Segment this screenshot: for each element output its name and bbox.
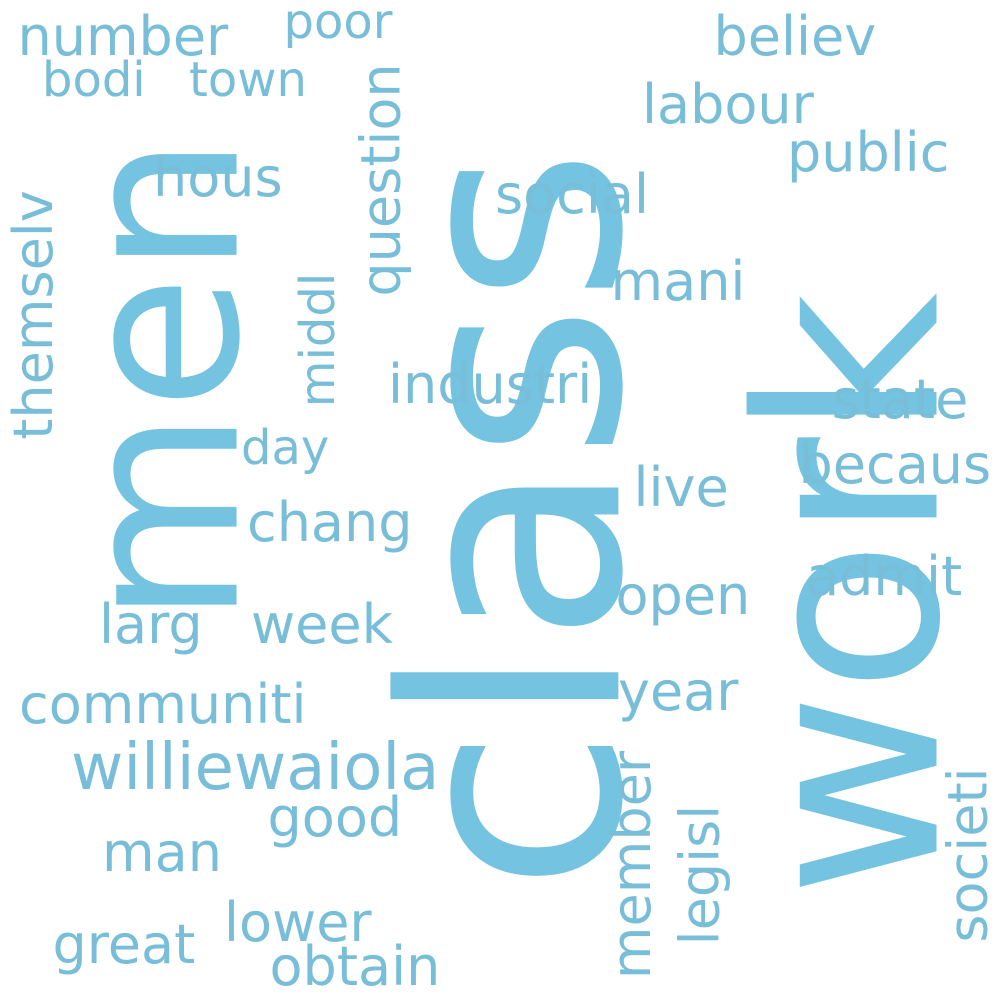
word-great: great — [52, 913, 196, 976]
word-legisl: legisl — [667, 804, 731, 946]
word-industri: industri — [388, 353, 593, 416]
word-open: open — [615, 564, 751, 627]
word-year: year — [618, 660, 739, 723]
word-bodi: bodi — [42, 52, 146, 108]
word-becaus: becaus — [798, 433, 992, 496]
word-larg: larg — [99, 593, 203, 656]
word-believ: believ — [713, 5, 877, 68]
word-man: man — [102, 821, 222, 884]
word-good: good — [267, 786, 403, 849]
word-lower: lower — [224, 891, 372, 954]
word-town: town — [189, 52, 307, 108]
word-obtain: obtain — [269, 935, 441, 998]
word-hous: hous — [153, 146, 283, 209]
word-themselv: themselv — [1, 190, 65, 440]
word-public: public — [787, 121, 950, 184]
word-week: week — [251, 593, 393, 656]
word-middl: middl — [290, 272, 347, 408]
word-chang: chang — [247, 491, 413, 554]
word-poor: poor — [283, 0, 393, 50]
word-day: day — [241, 420, 330, 476]
word-number: number — [17, 5, 229, 68]
word-admit: admit — [806, 545, 963, 608]
word-societi: societi — [936, 767, 1000, 943]
word-live: live — [633, 456, 729, 519]
word-question: question — [349, 63, 413, 297]
word-state: state — [831, 368, 969, 431]
word-mani: mani — [610, 250, 746, 313]
word-labour: labour — [642, 73, 814, 136]
word-communiti: communiti — [19, 673, 307, 736]
word-member: member — [600, 750, 664, 980]
word-williewaiola: williewaiola — [71, 731, 440, 805]
word-social: social — [495, 163, 649, 226]
